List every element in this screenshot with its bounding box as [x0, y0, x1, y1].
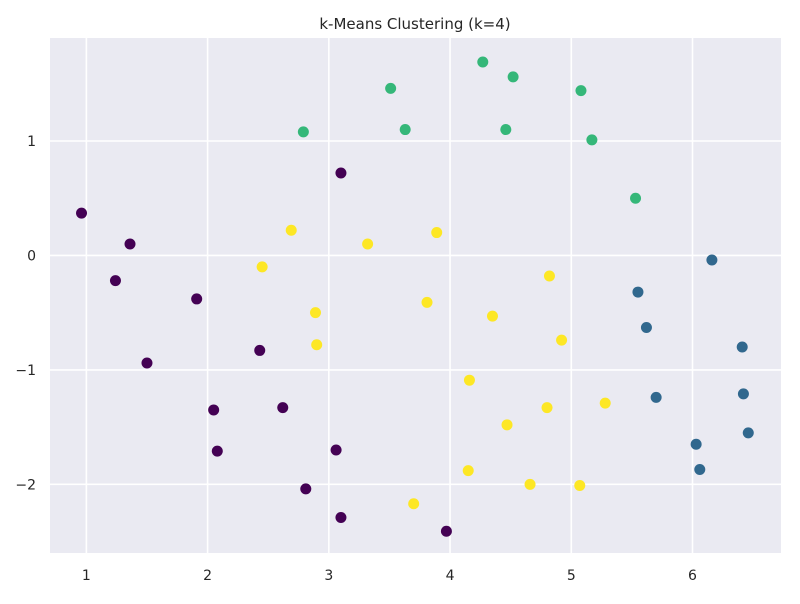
- data-point: [690, 438, 702, 450]
- data-point: [500, 124, 512, 136]
- data-point: [124, 238, 136, 250]
- y-tick-labels: −2 −1 0 1: [15, 134, 36, 493]
- data-point: [477, 56, 489, 68]
- data-point: [76, 207, 88, 219]
- data-point: [742, 427, 754, 439]
- data-point: [632, 286, 644, 298]
- plot-area: [50, 38, 781, 553]
- data-point: [254, 344, 266, 356]
- x-tick-labels: 1 2 3 4 5 6: [82, 568, 697, 584]
- data-point: [694, 463, 706, 475]
- x-tick-label: 5: [567, 568, 576, 584]
- data-point: [408, 498, 420, 510]
- data-point: [256, 261, 268, 273]
- x-tick-label: 6: [688, 568, 697, 584]
- data-point: [211, 445, 223, 457]
- data-point: [575, 85, 587, 97]
- data-point: [335, 512, 347, 524]
- data-point: [421, 296, 433, 308]
- y-tick-label: 1: [27, 134, 36, 150]
- data-point: [431, 227, 443, 239]
- data-point: [586, 134, 598, 146]
- data-point: [737, 388, 749, 400]
- data-point: [543, 270, 555, 282]
- data-point: [556, 334, 568, 346]
- y-tick-label: 0: [27, 248, 36, 264]
- data-point: [300, 483, 312, 495]
- data-point: [385, 82, 397, 94]
- data-point: [541, 402, 553, 414]
- data-point: [486, 310, 498, 322]
- data-point: [650, 391, 662, 403]
- data-point: [285, 224, 297, 236]
- data-points: [76, 56, 754, 537]
- grid-lines: [50, 38, 781, 553]
- data-point: [524, 478, 536, 490]
- data-point: [640, 322, 652, 334]
- data-point: [440, 525, 452, 537]
- data-point: [599, 397, 611, 409]
- data-point: [362, 238, 374, 250]
- data-point: [399, 124, 411, 136]
- y-tick-label: −2: [15, 477, 36, 493]
- data-point: [330, 444, 342, 456]
- data-point: [208, 404, 220, 416]
- data-point: [191, 293, 203, 305]
- data-point: [706, 254, 718, 266]
- data-point: [736, 341, 748, 353]
- data-point: [277, 402, 289, 414]
- y-tick-label: −1: [15, 363, 36, 379]
- data-point: [574, 479, 586, 491]
- x-tick-label: 4: [446, 568, 455, 584]
- x-tick-label: 2: [203, 568, 212, 584]
- x-tick-label: 1: [82, 568, 91, 584]
- data-point: [335, 167, 347, 179]
- data-point: [141, 357, 153, 369]
- chart-title: k-Means Clustering (k=4): [319, 15, 510, 33]
- data-point: [501, 419, 513, 431]
- data-point: [311, 339, 323, 351]
- data-point: [507, 71, 519, 83]
- data-point: [309, 307, 321, 319]
- data-point: [463, 374, 475, 386]
- data-point: [630, 192, 642, 204]
- data-point: [462, 465, 474, 477]
- data-point: [297, 126, 309, 138]
- x-tick-label: 3: [324, 568, 333, 584]
- data-point: [109, 275, 121, 287]
